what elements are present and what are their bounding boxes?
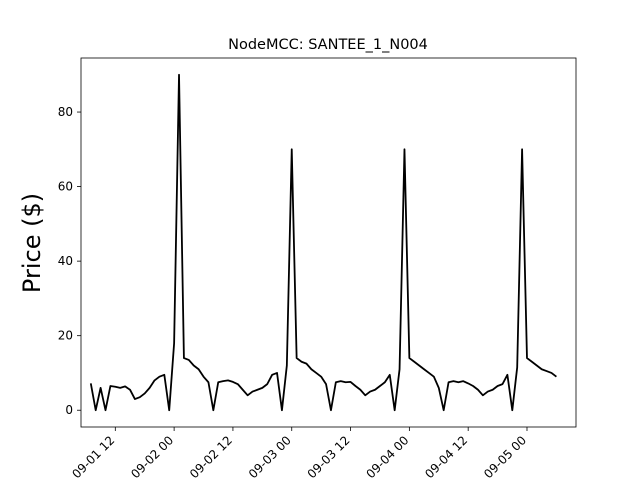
y-tick-label: 20 [58,329,73,343]
axes-frame [80,57,577,428]
y-tick-label: 60 [58,180,73,194]
y-tick-label: 0 [65,403,73,417]
price-series-line [89,73,557,412]
y-axis-label: Price ($) [18,193,46,293]
chart-title: NodeMCC: SANTEE_1_N004 [228,37,428,53]
y-tick-label: 40 [58,254,73,268]
y-tick-label: 80 [58,105,73,119]
